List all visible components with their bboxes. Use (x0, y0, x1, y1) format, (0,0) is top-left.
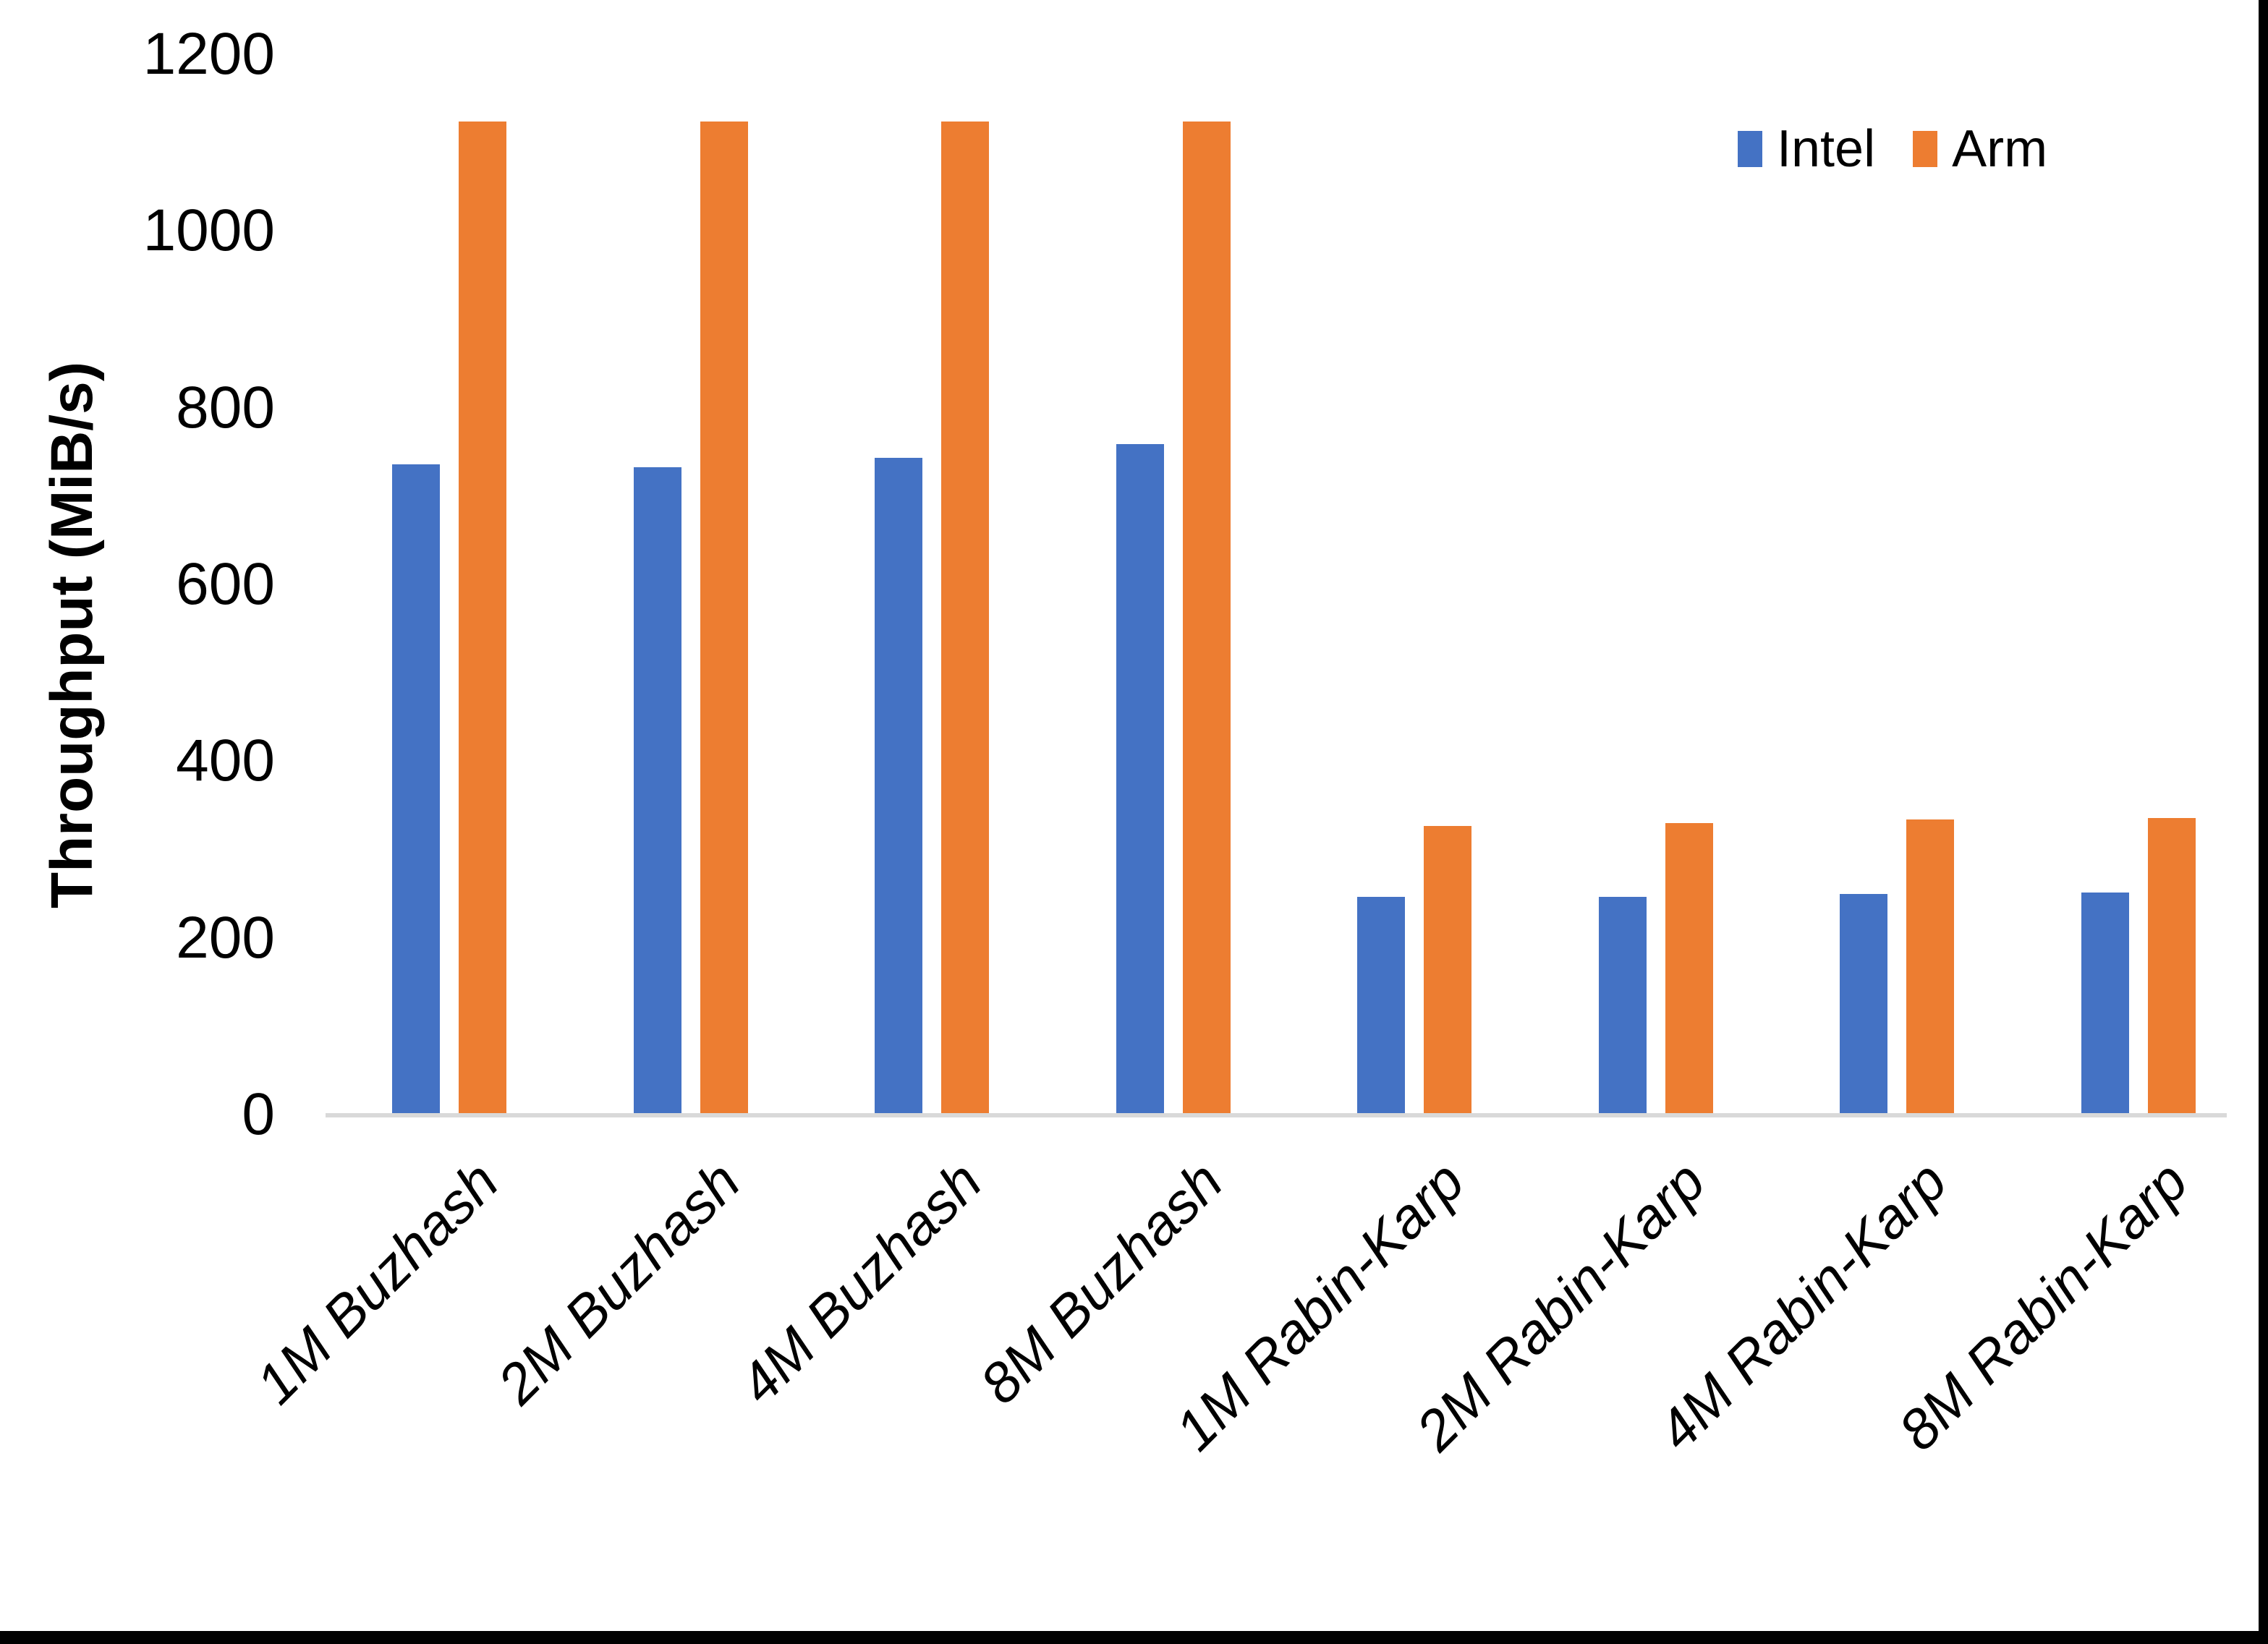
x-category-label: 2M Buzhash (485, 1149, 752, 1416)
bar-arm-2m-buzhash (700, 121, 748, 1115)
y-axis-title-text: Throughput (MiB/s) (39, 361, 105, 909)
legend-label-arm: Arm (1952, 120, 2048, 178)
legend-item-intel: Intel (1738, 123, 1875, 175)
bar-intel-1m-rabin-karp (1357, 897, 1406, 1115)
y-tick-label-400: 400 (176, 728, 275, 794)
legend-swatch-intel (1738, 131, 1762, 167)
y-tick-label-200: 200 (176, 904, 275, 971)
bar-arm-8m-rabin-karp (2147, 817, 2196, 1115)
legend-item-arm: Arm (1913, 123, 2047, 175)
bar-intel-4m-buzhash (875, 458, 923, 1115)
bar-arm-2m-rabin-karp (1665, 822, 1713, 1115)
bar-intel-8m-rabin-karp (2081, 893, 2129, 1115)
screen-edge-bottom (0, 1631, 2268, 1644)
bar-intel-8m-buzhash (1116, 443, 1164, 1115)
bar-intel-2m-buzhash (633, 467, 681, 1115)
legend: Intel Arm (1738, 123, 2047, 175)
y-tick-label-1200: 1200 (143, 21, 275, 87)
bar-arm-1m-buzhash (459, 121, 506, 1115)
bar-arm-4m-buzhash (941, 121, 990, 1115)
bar-intel-1m-buzhash (392, 464, 440, 1115)
y-tick-label-600: 600 (176, 551, 275, 617)
x-category-label: 1M Buzhash (244, 1149, 511, 1416)
y-tick-label-1000: 1000 (143, 197, 275, 264)
bar-arm-8m-buzhash (1182, 121, 1231, 1115)
screen-edge-right (2259, 0, 2268, 1644)
x-category-label: 8M Buzhash (967, 1149, 1235, 1416)
y-tick-label-800: 800 (176, 374, 275, 440)
bar-arm-1m-rabin-karp (1424, 825, 1472, 1115)
bar-intel-4m-rabin-karp (1840, 893, 1888, 1115)
legend-swatch-arm (1913, 131, 1938, 167)
y-tick-label-0: 0 (242, 1081, 275, 1147)
bar-arm-4m-rabin-karp (1906, 819, 1955, 1115)
x-category-label: 4M Buzhash (726, 1149, 994, 1416)
legend-label-intel: Intel (1777, 120, 1876, 178)
bar-intel-2m-rabin-karp (1598, 897, 1647, 1115)
x-axis-line (326, 1113, 2227, 1117)
